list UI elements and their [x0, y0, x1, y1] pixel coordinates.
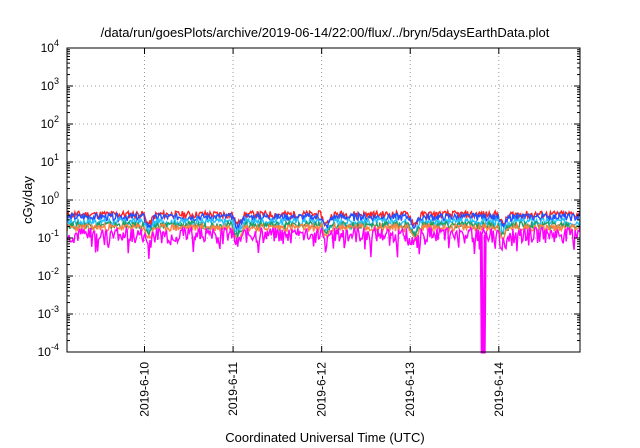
y-tick-label: 100 — [41, 190, 59, 207]
y-tick-label: 103 — [41, 76, 59, 93]
y-tick-label: 10-3 — [38, 304, 59, 321]
series-line — [66, 221, 581, 244]
grid — [67, 48, 580, 352]
y-axis-label: cGy/day — [20, 176, 35, 224]
x-tick-label: 2019-6-11 — [226, 362, 240, 416]
series-line — [66, 225, 581, 259]
y-tick-label: 102 — [41, 114, 59, 131]
plot-lines — [66, 208, 581, 354]
y-tick-label: 104 — [41, 38, 59, 55]
y-tick-label: 101 — [41, 152, 59, 169]
x-tick-label: 2019-6-14 — [492, 362, 506, 417]
y-axis: 104 103 102 101 100 10-1 10-2 10-3 10-4 — [38, 38, 580, 359]
chart-title: /data/run/goesPlots/archive/2019-06-14/2… — [101, 25, 550, 40]
x-axis: 2019-6-10 2019-6-11 2019-6-12 2019-6-13 2019… — [138, 48, 506, 417]
x-axis-label: Coordinated Universal Time (UTC) — [225, 430, 424, 445]
y-tick-label: 10-1 — [38, 228, 59, 245]
y-tick-label: 10-4 — [38, 342, 59, 359]
x-tick-label: 2019-6-10 — [138, 362, 152, 417]
y-tick-label: 10-2 — [38, 266, 59, 283]
x-tick-label: 2019-6-13 — [403, 362, 417, 417]
x-tick-label: 2019-6-12 — [315, 362, 329, 417]
dip-spike — [479, 234, 487, 354]
